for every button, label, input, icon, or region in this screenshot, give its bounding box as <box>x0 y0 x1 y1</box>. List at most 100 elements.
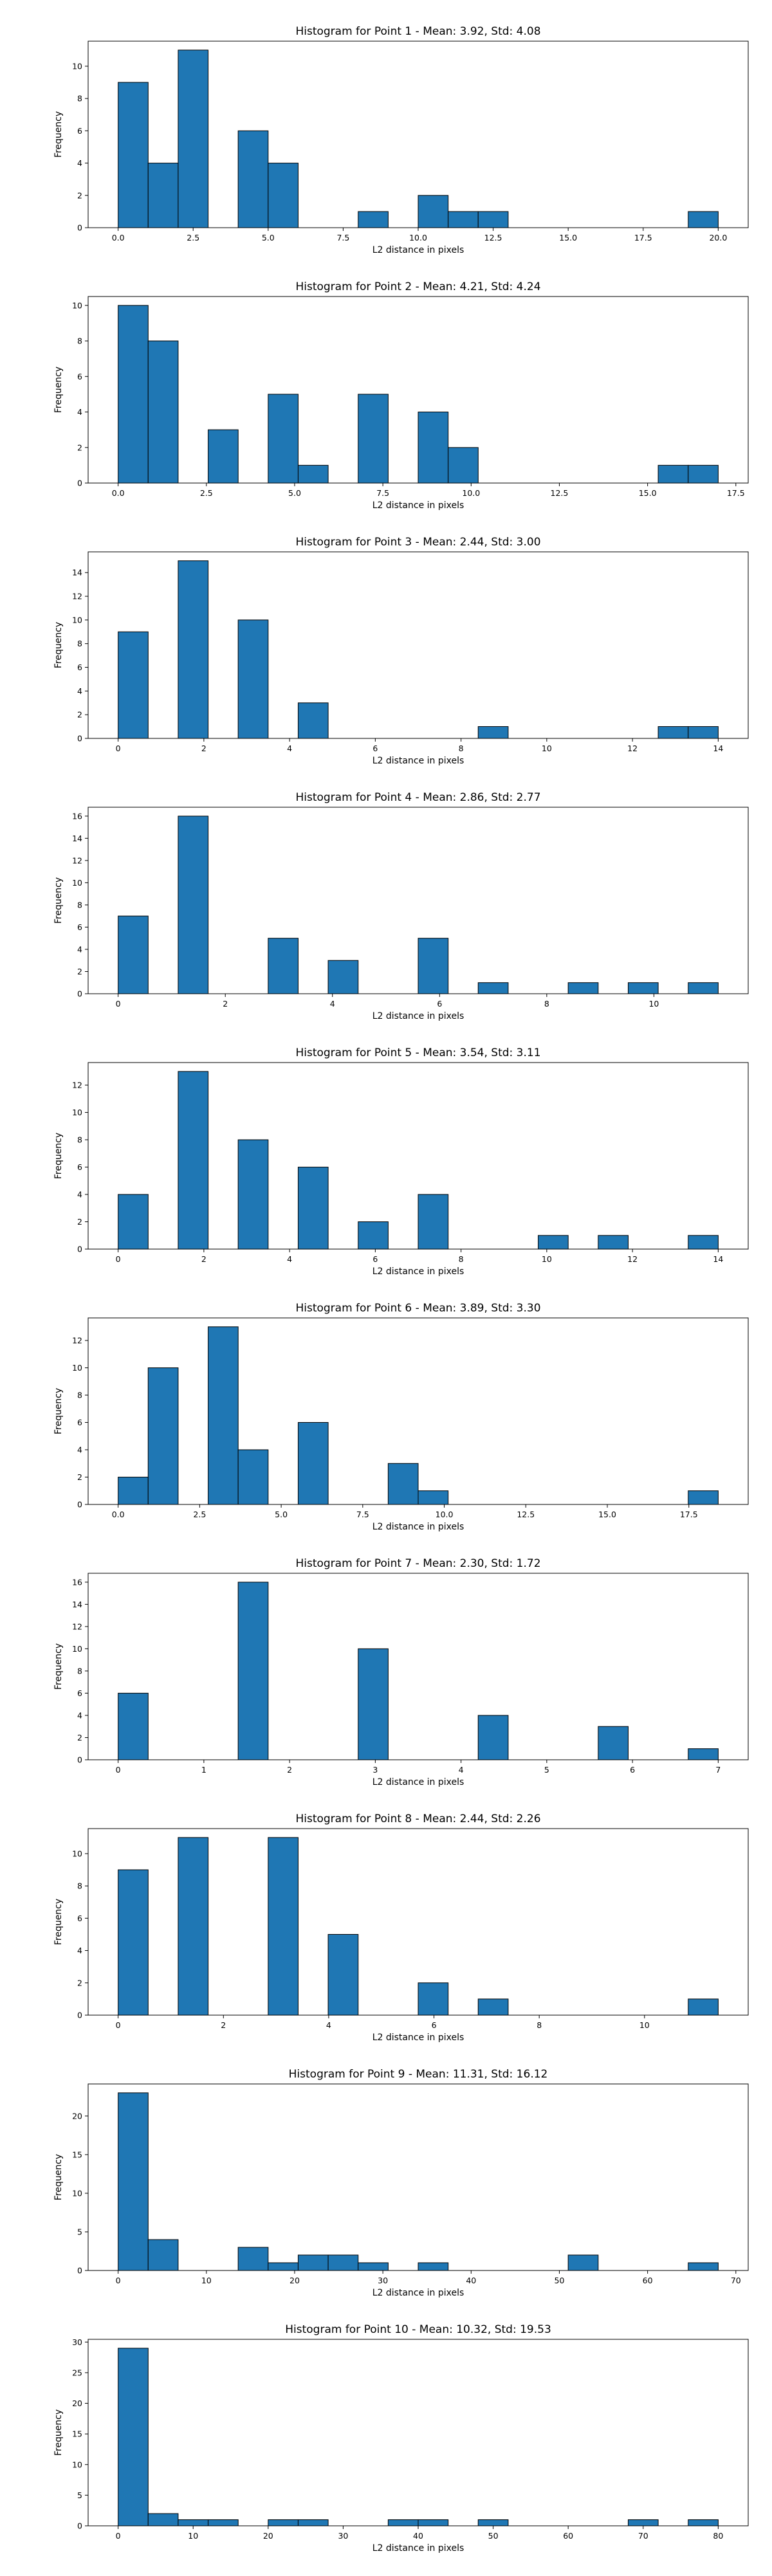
histogram-2: 0.0 2.5 5.0 7.5 10.0 12.5 15.0 17.5 0 2 4 6 8 10 Histo… <box>53 280 749 511</box>
axes-frame <box>87 1573 749 1760</box>
y-tick-label: 8 <box>77 1881 82 1891</box>
histogram-bar <box>418 195 449 228</box>
y-tick-label: 12 <box>72 1081 82 1090</box>
y-tick-label: 14 <box>72 568 82 578</box>
histogram-bar <box>358 1221 389 1250</box>
histogram-bar <box>147 1367 179 1505</box>
histogram-bar <box>327 960 359 994</box>
y-tick-label: 2 <box>77 710 82 720</box>
x-tick-label: 6 <box>372 744 378 753</box>
y-tick-label: 8 <box>77 1135 82 1145</box>
x-axis-label: L2 distance in pixels <box>372 756 464 766</box>
histogram-bar <box>268 2519 299 2526</box>
histogram-bar <box>178 560 209 739</box>
histogram-bar <box>327 2254 359 2271</box>
y-tick-label: 6 <box>77 922 82 932</box>
y-tick-label: 10 <box>72 615 82 625</box>
histogram-bar <box>178 50 209 228</box>
x-tick-label: 0.0 <box>112 488 125 498</box>
y-axis-label: Frequency <box>53 111 64 158</box>
histogram-bar <box>268 2262 299 2271</box>
histogram-bar <box>297 2519 329 2526</box>
axes-frame <box>87 2339 749 2526</box>
histogram-bar <box>418 938 449 994</box>
y-tick-label: 12 <box>72 592 82 601</box>
y-tick-label: 2 <box>77 1217 82 1227</box>
histogram-9: 0 10 20 30 40 50 60 70 0 5 10 15 20 Histogram for Poi… <box>53 2068 749 2298</box>
y-tick-label: 8 <box>77 94 82 104</box>
histogram-bar <box>118 1477 149 1505</box>
x-tick-label: 40 <box>466 2276 476 2285</box>
histogram-bar <box>268 1837 299 2016</box>
x-tick-label: 0 <box>116 999 121 1009</box>
x-tick-label: 8 <box>537 2020 542 2030</box>
histogram-bar <box>118 82 149 228</box>
chart-title: Histogram for Point 8 - Mean: 2.44, Std:… <box>295 1813 540 1825</box>
histogram-bar <box>118 1692 149 1760</box>
histogram-bar <box>538 1235 569 1250</box>
y-tick-label: 6 <box>77 372 82 381</box>
histogram-bar <box>418 1194 449 1250</box>
x-tick-label: 5.0 <box>262 233 275 242</box>
y-tick-label: 4 <box>77 1946 82 1955</box>
x-tick-label: 15.0 <box>598 1510 616 1519</box>
histogram-bar <box>448 211 479 228</box>
x-tick-label: 5.0 <box>288 488 301 498</box>
histogram-bar <box>178 1837 209 2016</box>
y-tick-label: 0 <box>77 2521 82 2531</box>
y-tick-label: 10 <box>72 2460 82 2469</box>
histogram-bar <box>688 2519 719 2526</box>
histogram-bar <box>598 1235 629 1250</box>
x-tick-label: 2 <box>223 999 228 1009</box>
histogram-bar <box>268 394 299 484</box>
histogram-8: 0 2 4 6 8 10 0 2 4 6 8 10 Histogram for Point 8 - Me… <box>53 1813 749 2043</box>
histogram-bar <box>358 394 389 484</box>
histogram-bar <box>178 816 209 994</box>
x-tick-label: 2 <box>201 1254 207 1264</box>
y-tick-label: 4 <box>77 1445 82 1455</box>
y-tick-label: 10 <box>72 878 82 888</box>
histogram-bar <box>477 726 509 739</box>
y-tick-label: 8 <box>77 639 82 648</box>
x-tick-label: 2 <box>201 744 207 753</box>
y-axis-label: Frequency <box>53 1133 64 1179</box>
histogram-bar <box>237 1582 269 1760</box>
histogram-bar <box>688 1748 719 1760</box>
y-tick-label: 5 <box>77 2227 82 2236</box>
axes-frame <box>87 1317 749 1505</box>
histogram-bar <box>118 915 149 994</box>
x-tick-label: 7.5 <box>336 233 349 242</box>
x-tick-label: 7.5 <box>376 488 389 498</box>
histogram-bar <box>387 2519 419 2526</box>
x-tick-label: 10 <box>188 2531 198 2541</box>
histogram-bar <box>477 1715 509 1760</box>
x-axis-label: L2 distance in pixels <box>372 500 464 511</box>
histogram-bar <box>448 447 479 484</box>
x-tick-label: 30 <box>378 2276 388 2285</box>
histogram-3: 0 2 4 6 8 10 12 14 0 2 4 6 8 10 12 14 Histogram for Poin… <box>53 536 749 766</box>
y-axis-label: Frequency <box>53 877 64 924</box>
x-tick-label: 4 <box>287 1254 292 1264</box>
x-axis-label: L2 distance in pixels <box>372 1522 464 1532</box>
y-tick-label: 10 <box>72 2188 82 2198</box>
x-tick-label: 8 <box>459 1254 464 1264</box>
y-tick-label: 16 <box>72 1577 82 1587</box>
histogram-bar <box>118 305 149 484</box>
histogram-5: 0 2 4 6 8 10 12 14 0 2 4 6 8 10 12 Histogram for Point … <box>53 1046 749 1277</box>
x-tick-label: 70 <box>731 2276 741 2285</box>
histogram-bar <box>387 1463 419 1505</box>
x-tick-label: 80 <box>713 2531 723 2541</box>
histogram-bar <box>147 340 179 484</box>
histogram-bar <box>178 2519 209 2526</box>
histogram-bar <box>118 1869 149 2016</box>
histogram-bar <box>358 1648 389 1760</box>
y-tick-label: 0 <box>77 2266 82 2276</box>
y-tick-label: 20 <box>72 2398 82 2408</box>
y-tick-label: 10 <box>72 61 82 71</box>
y-axis-label: Frequency <box>53 1899 64 1945</box>
x-tick-label: 4 <box>330 999 335 1009</box>
histogram-bar <box>118 2348 149 2526</box>
y-tick-label: 12 <box>72 855 82 865</box>
histogram-bar <box>237 619 269 739</box>
